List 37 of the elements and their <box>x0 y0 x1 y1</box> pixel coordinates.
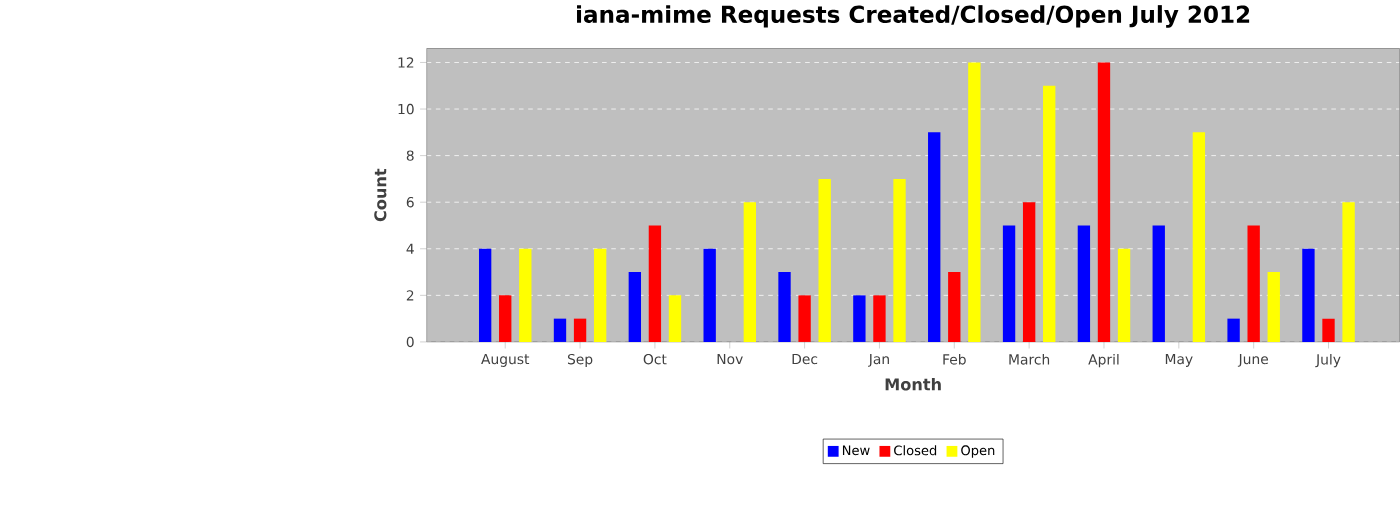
bar <box>1002 225 1016 343</box>
bar <box>1043 86 1056 343</box>
bar <box>1022 202 1036 343</box>
bar <box>628 272 642 343</box>
bar <box>1247 225 1260 343</box>
bar <box>1117 249 1131 343</box>
bar <box>948 272 961 343</box>
bar <box>928 132 941 343</box>
bar <box>1192 132 1206 343</box>
bar <box>968 62 981 343</box>
bar <box>743 202 757 343</box>
bar <box>1342 202 1355 343</box>
bar <box>478 249 492 343</box>
bar <box>1077 225 1091 343</box>
bar <box>703 249 716 343</box>
bar <box>593 249 607 343</box>
bar <box>798 295 811 343</box>
bar <box>1227 319 1240 343</box>
bar <box>873 295 886 343</box>
bar <box>1267 272 1280 343</box>
bar <box>1152 225 1165 343</box>
bar <box>893 179 906 343</box>
x-axis-title: Month <box>885 378 941 391</box>
chart-title: iana-mime Requests Created/Closed/Open July 2012 <box>577 5 1250 29</box>
bar <box>778 272 791 343</box>
bar <box>668 295 682 343</box>
bar <box>573 319 587 343</box>
bar <box>1302 249 1315 343</box>
bar <box>853 295 866 343</box>
bar <box>553 319 567 343</box>
bar <box>499 295 512 343</box>
bar <box>648 225 662 343</box>
y-axis-title: Count <box>374 169 387 222</box>
bar <box>1097 62 1111 343</box>
bar <box>818 179 831 343</box>
bar <box>1322 319 1335 343</box>
bar <box>519 249 532 343</box>
